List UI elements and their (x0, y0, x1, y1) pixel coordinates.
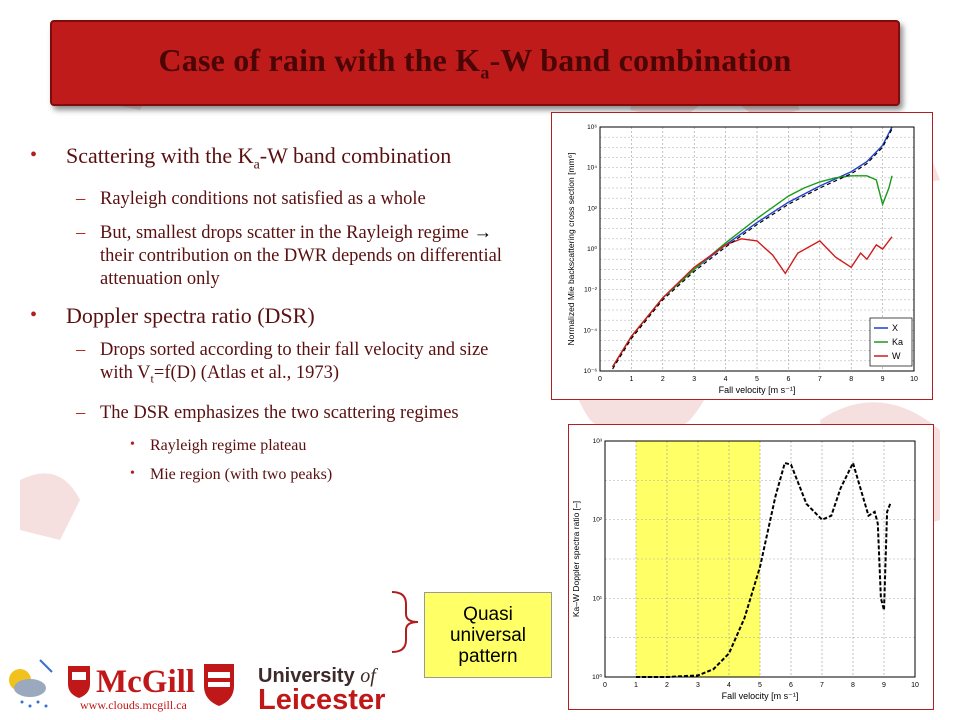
x-axis-label: Fall velocity [m s⁻¹] (722, 691, 799, 701)
x-tick-label: 10 (911, 682, 919, 689)
series-line-w (612, 236, 893, 368)
doppler-ratio-chart: 0 1 2 3 4 5 6 7 8 9 10 10⁰ 10¹ 10² 10³ Fall velocity [m… (571, 438, 919, 701)
bullet-smallest-drops: But, smallest drops scatter in the Rayle… (30, 222, 510, 291)
y-tick-label: 10⁻⁴ (584, 327, 598, 334)
leicester-logo-line1: University of (258, 665, 376, 687)
x-tick-label: 2 (661, 376, 665, 383)
series-line-ka (612, 175, 893, 368)
bullet-scattering: Scattering with the Ka-W band combinatio… (30, 142, 510, 178)
title-banner: Case of rain with the Ka-W band combinat… (50, 20, 900, 106)
y-tick-label: 10⁶ (587, 124, 597, 131)
x-tick-label: 0 (603, 682, 607, 689)
y-axis-label: Normalized Mie backscattering cross sect… (566, 153, 576, 346)
bullet-doppler-ratio: Doppler spectra ratio (DSR) (30, 302, 510, 329)
y-tick-label: 10² (588, 205, 598, 212)
y-axis-label: Ka–W Doppler spectra ratio [–] (571, 501, 581, 617)
x-tick-label: 7 (820, 682, 824, 689)
mcgill-crest-icon (68, 666, 90, 698)
reference-dashed-line (612, 128, 893, 370)
x-axis-label: Fall velocity [m s⁻¹] (719, 385, 796, 395)
callout-line-2: universal (449, 624, 527, 646)
legend-label-w: W (892, 351, 901, 361)
mcgill-url: www.clouds.mcgill.ca (80, 698, 187, 712)
x-tick-label: 4 (727, 682, 731, 689)
bullet-drops-sorted: Drops sorted according to their fall vel… (30, 339, 510, 391)
x-tick-label: 7 (818, 376, 822, 383)
x-tick-label: 5 (755, 376, 759, 383)
x-tick-label: 6 (786, 376, 790, 383)
y-tick-label: 10⁰ (592, 673, 602, 681)
y-tick-label: 10⁻⁶ (584, 368, 598, 375)
leicester-crest-icon (204, 664, 234, 706)
x-tick-label: 9 (881, 376, 885, 383)
bullet-rayleigh-plateau: Rayleigh regime plateau (30, 435, 510, 456)
x-tick-label: 1 (634, 682, 638, 689)
callout-line-3: pattern (458, 645, 518, 667)
x-tick-label: 8 (851, 682, 855, 689)
quasi-universal-callout: Quasi universal pattern (424, 592, 552, 678)
y-tick-label: 10⁻² (584, 287, 598, 294)
x-tick-label: 9 (882, 682, 886, 689)
plot-frame (599, 126, 915, 372)
leicester-logo-line2: Leicester (258, 684, 386, 716)
bullet-rayleigh-not-satisfied: Rayleigh conditions not satisfied as a w… (30, 188, 510, 211)
mcgill-logo-text: McGill (96, 664, 195, 700)
x-tick-label: 3 (696, 682, 700, 689)
x-tick-label: 0 (598, 376, 602, 383)
logo-strip (9, 659, 234, 708)
bullet-dsr-emphasizes: The DSR emphasizes the two scattering re… (30, 402, 510, 425)
series-line-x (612, 126, 893, 368)
x-tick-label: 3 (692, 376, 696, 383)
y-tick-label: 10¹ (593, 595, 603, 602)
y-tick-label: 10⁴ (587, 165, 597, 172)
x-tick-label: 8 (849, 376, 853, 383)
x-tick-label: 1 (629, 376, 633, 383)
weather-icon (9, 659, 53, 708)
figure-doppler-ratio: 0 1 2 3 4 5 6 7 8 9 10 10⁰ 10¹ 10² 10³ Fall velocity [m… (568, 424, 934, 710)
figure-backscatter: 0 1 2 3 4 5 6 7 8 9 10 10⁻⁶ 10⁻⁴ 10⁻² 10⁰ 10² 10⁴ 10⁶ Fall… (551, 112, 933, 400)
plot-frame (604, 440, 916, 678)
brace-icon (391, 591, 419, 653)
y-tick-label: 10³ (593, 438, 603, 445)
y-tick-label: 10⁰ (587, 245, 597, 253)
legend-label-ka: Ka (892, 337, 903, 347)
x-tick-label: 4 (724, 376, 728, 383)
x-tick-label: 10 (910, 376, 918, 383)
x-tick-label: 2 (665, 682, 669, 689)
x-tick-label: 6 (789, 682, 793, 689)
callout-line-1: Quasi (463, 603, 513, 625)
legend-label-x: X (892, 323, 898, 333)
slide-title: Case of rain with the Ka-W band combinat… (158, 42, 792, 83)
bullet-mie-region: Mie region (with two peaks) (30, 464, 510, 485)
backscatter-chart: 0 1 2 3 4 5 6 7 8 9 10 10⁻⁶ 10⁻⁴ 10⁻² 10⁰ 10² 10⁴ 10⁶ Fall… (566, 124, 918, 395)
bullet-list: Scattering with the Ka-W band combinatio… (30, 142, 510, 494)
y-tick-label: 10² (593, 517, 603, 524)
x-tick-label: 5 (758, 682, 762, 689)
series-line-dsr (636, 460, 892, 678)
